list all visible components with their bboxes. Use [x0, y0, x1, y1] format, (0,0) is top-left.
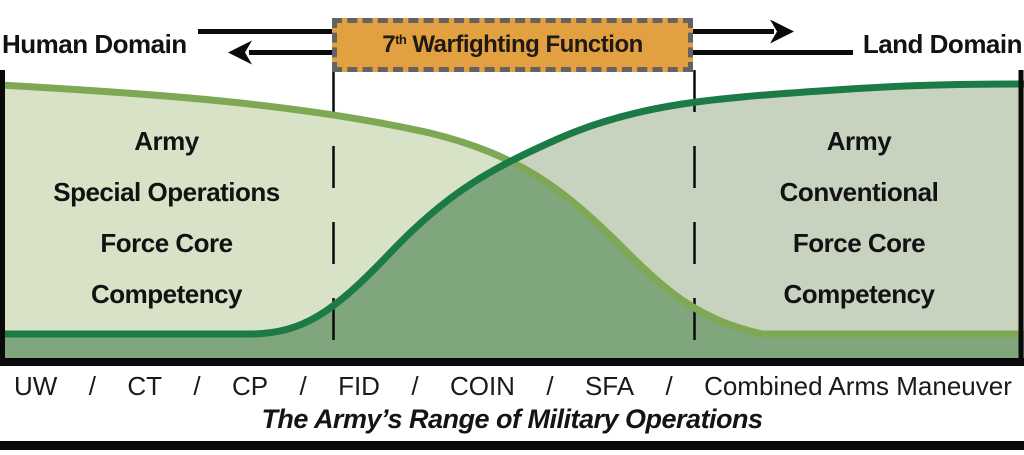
left-arrowhead-icon [228, 40, 252, 65]
sof-curve [0, 81, 1024, 338]
sof-label-line: Special Operations [53, 177, 280, 207]
sof-competency-label: Army Special Operations Force Core Compe… [0, 116, 333, 320]
overlap-region [0, 161, 1024, 358]
operation-label: CP [231, 371, 269, 401]
operation-label: Combined Arms Maneuver [704, 371, 1012, 401]
sof-label-line: Force Core [100, 228, 233, 258]
wff-number: 7 [382, 31, 396, 58]
operations-axis: UW / CT / CP / FID / COIN / SFA / Combin… [0, 371, 1024, 402]
land-domain-label: Land Domain [862, 29, 1023, 59]
operations-separator: / [299, 371, 307, 401]
domain-arrows [198, 19, 853, 65]
operations-separator: / [193, 371, 201, 401]
conventional-label-line: Competency [783, 279, 935, 309]
conventional-label-line: Army [826, 126, 892, 156]
sof-label-line: Competency [90, 279, 243, 309]
operation-label: COIN [449, 371, 515, 401]
warfighting-function-title: 7th Warfighting Function [382, 31, 643, 59]
wff-label: Warfighting Function [412, 31, 643, 58]
capability-curves [0, 70, 1024, 358]
conventional-label-line: Force Core [792, 228, 926, 258]
sof-label-line: Army [134, 126, 199, 156]
conventional-curve [0, 80, 1024, 338]
operations-separator: / [411, 371, 419, 401]
warfighting-function-box: 7th Warfighting Function [332, 18, 693, 72]
operations-separator: / [665, 371, 673, 401]
conventional-competency-label: Army Conventional Force Core Competency [694, 116, 1024, 320]
separator-bar-bottom [0, 441, 1024, 450]
conventional-label-line: Conventional [779, 177, 939, 207]
operations-separator: / [546, 371, 554, 401]
operation-label: SFA [584, 371, 635, 401]
operation-label: CT [127, 371, 162, 401]
right-arrowhead-icon [770, 19, 794, 44]
operation-label: FID [338, 371, 380, 401]
axis-caption: The Army’s Range of Military Operations [261, 404, 763, 434]
human-domain-label: Human Domain [2, 29, 187, 59]
operation-label: UW [14, 371, 58, 401]
wff-ordinal: th [395, 32, 407, 47]
operations-separator: / [88, 371, 96, 401]
separator-bar-top [0, 357, 1024, 366]
